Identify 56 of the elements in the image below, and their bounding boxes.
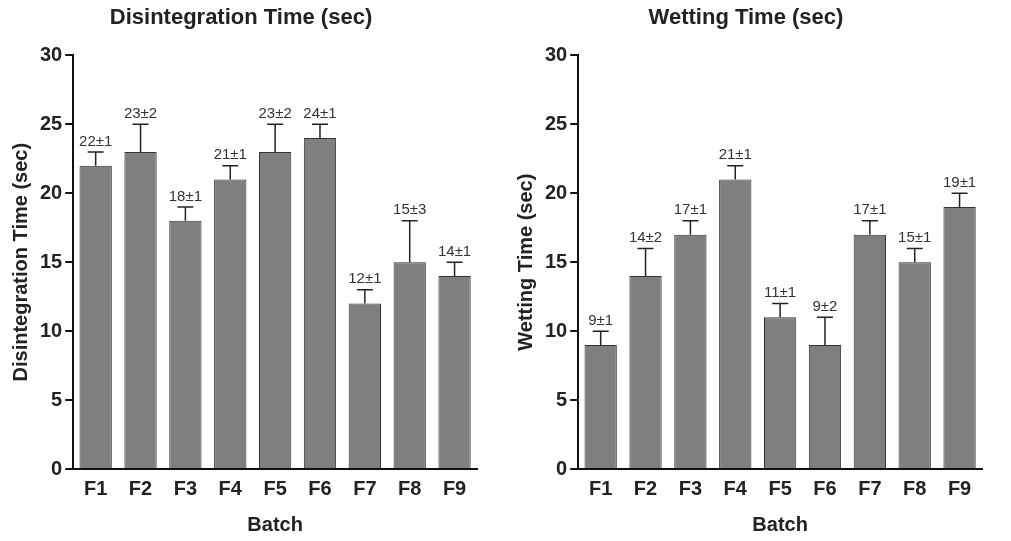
data-label: 14±1 — [437, 241, 472, 259]
y-tick-label: 30 — [545, 42, 568, 65]
data-label: 17±1 — [853, 200, 887, 218]
x-tick-label: F6 — [813, 476, 837, 499]
data-label: 12±1 — [348, 269, 382, 287]
y-axis-title: Wetting Time (sec) — [513, 173, 536, 351]
x-tick-label: F1 — [84, 476, 108, 499]
data-label: 18±1 — [168, 186, 203, 204]
y-tick-label: 10 — [545, 318, 568, 341]
chart-title: Wetting Time (sec) — [648, 4, 844, 30]
data-label: 21±1 — [718, 145, 752, 163]
data-label: 17±1 — [673, 200, 708, 218]
y-tick-label: 0 — [556, 456, 568, 479]
data-label: 23±2 — [123, 103, 158, 121]
y-axis-title: Disintegration Time (sec) — [8, 142, 31, 382]
x-axis-title: Batch — [247, 512, 303, 535]
y-tick-label: 30 — [40, 42, 63, 65]
x-tick-label: F7 — [858, 476, 882, 499]
data-label: 24±1 — [303, 103, 337, 121]
x-tick-label: F8 — [903, 476, 927, 499]
data-label: 23±2 — [258, 103, 292, 121]
y-tick-label: 5 — [556, 387, 568, 410]
y-tick-label: 15 — [40, 249, 63, 272]
x-tick-label: F2 — [633, 476, 658, 499]
x-tick-label: F5 — [768, 476, 792, 499]
x-tick-label: F4 — [218, 476, 243, 499]
chart-title: Disintegration Time (sec) — [109, 4, 373, 30]
y-tick-label: 25 — [40, 111, 63, 134]
data-label: 11±1 — [764, 283, 797, 301]
x-tick-label: F2 — [128, 476, 153, 499]
y-tick-label: 0 — [51, 456, 63, 479]
x-tick-label: F4 — [723, 476, 748, 499]
x-tick-label: F9 — [947, 476, 972, 499]
x-tick-label: F1 — [589, 476, 613, 499]
x-tick-label: F3 — [173, 476, 198, 499]
y-tick-label: 25 — [545, 111, 568, 134]
x-tick-label: F5 — [263, 476, 287, 499]
x-tick-label: F7 — [353, 476, 377, 499]
data-label: 19±1 — [942, 172, 977, 190]
x-tick-label: F9 — [442, 476, 467, 499]
y-tick-label: 15 — [545, 249, 568, 272]
data-label: 15±3 — [393, 200, 427, 218]
data-label: 22±1 — [79, 131, 113, 149]
y-tick-label: 20 — [40, 180, 63, 203]
x-tick-label: F3 — [678, 476, 703, 499]
data-label: 15±1 — [898, 228, 932, 246]
y-tick-label: 5 — [51, 387, 63, 410]
x-tick-label: F8 — [398, 476, 422, 499]
x-axis-title: Batch — [752, 512, 808, 535]
y-tick-label: 10 — [40, 318, 63, 341]
x-tick-label: F6 — [308, 476, 332, 499]
data-label: 9±2 — [812, 296, 838, 314]
data-label: 9±1 — [588, 310, 614, 328]
data-label: 21±1 — [213, 145, 247, 163]
data-label: 14±2 — [628, 228, 663, 246]
y-tick-label: 20 — [545, 180, 568, 203]
